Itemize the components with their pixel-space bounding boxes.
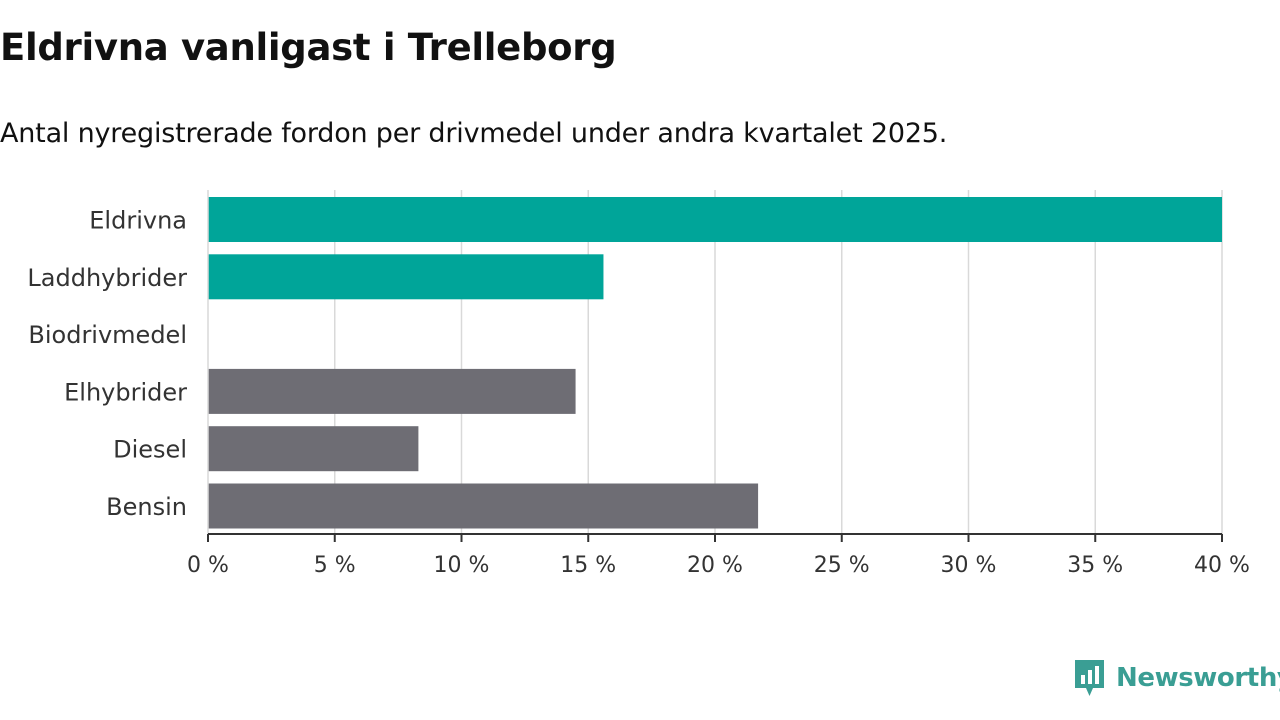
- grid-lines: [334, 190, 1223, 534]
- x-tick-label-7: 35 %: [1067, 553, 1123, 578]
- chart-subtitle: Antal nyregistrerade fordon per drivmede…: [0, 118, 948, 149]
- bar-elhybrider: [208, 368, 576, 414]
- category-label-eldrivna: Eldrivna: [89, 207, 187, 235]
- x-tick-label-1: 5 %: [314, 553, 356, 578]
- logo-text: Newsworthy: [1116, 663, 1280, 693]
- newsworthy-logo: Newsworthy: [1073, 656, 1280, 700]
- category-label-elhybrider: Elhybrider: [64, 378, 187, 406]
- category-labels: Eldrivna Laddhybrider Biodrivmedel Elhybrid…: [27, 207, 187, 522]
- category-label-biodrivmedel: Biodrivmedel: [28, 321, 187, 349]
- bar-laddhybrider: [208, 254, 604, 300]
- chart-title: Eldrivna vanligast i Trelleborg: [0, 26, 617, 69]
- x-tick-label-2: 10 %: [434, 553, 490, 578]
- bar-bensin: [208, 483, 759, 529]
- x-tick-label-0: 0 %: [187, 553, 229, 578]
- x-tick-label-3: 15 %: [560, 553, 616, 578]
- bars: [208, 197, 1222, 529]
- x-tick-label-6: 30 %: [941, 553, 997, 578]
- x-axis: 0 % 5 % 10 % 15 % 20 % 25 % 30 % 35 % 40 %: [187, 190, 1250, 578]
- x-tick-label-5: 25 %: [814, 553, 870, 578]
- category-label-laddhybrider: Laddhybrider: [27, 264, 187, 292]
- bar-diesel: [208, 426, 419, 472]
- bar-eldrivna: [208, 197, 1222, 242]
- category-label-diesel: Diesel: [113, 436, 187, 464]
- x-tick-label-4: 20 %: [687, 553, 743, 578]
- bar-chart-speech-bubble-icon: [1075, 660, 1104, 696]
- category-label-bensin: Bensin: [106, 493, 187, 521]
- x-tick-label-8: 40 %: [1194, 553, 1250, 578]
